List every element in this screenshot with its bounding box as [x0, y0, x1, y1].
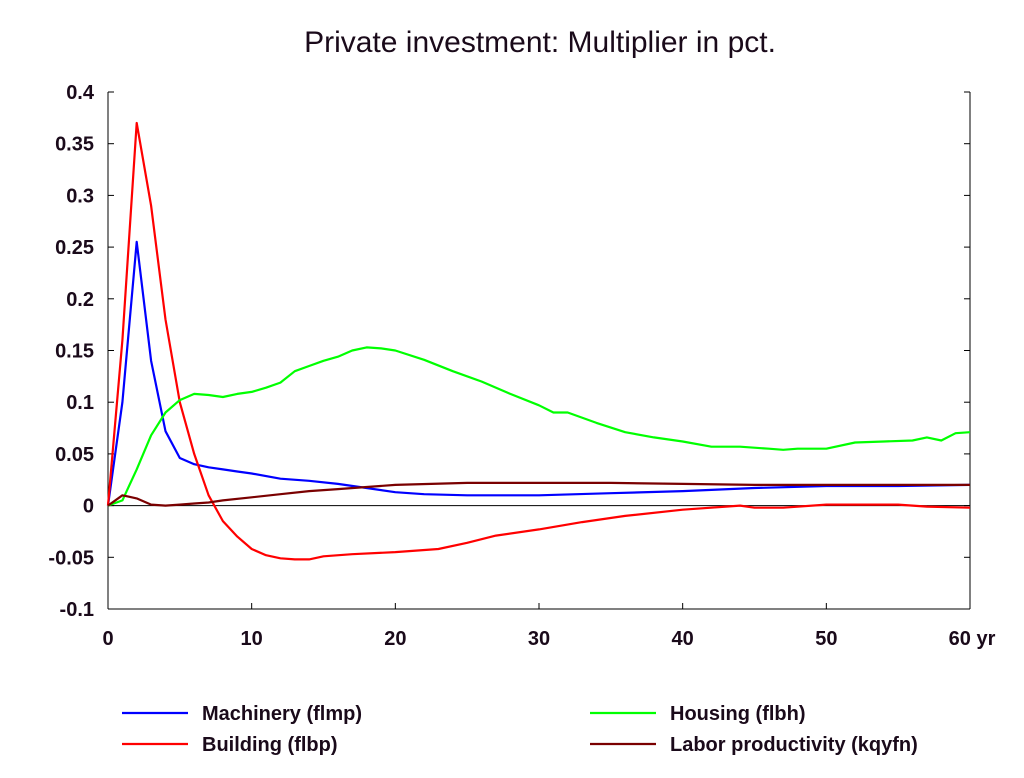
y-tick-label: 0 [83, 496, 94, 518]
chart-title: Private investment: Multiplier in pct. [304, 26, 776, 59]
legend-label: Housing (flbh) [670, 703, 806, 725]
y-tick-label: 0.4 [66, 82, 95, 104]
legend: Machinery (flmp) Building (flbp) Housing (… [122, 703, 918, 756]
series-line-3 [107, 346, 971, 507]
y-tick-label: 0.05 [55, 444, 94, 466]
y-tick-label: -0.1 [60, 599, 94, 621]
series-line-2 [106, 121, 971, 561]
x-tick-label: 30 [528, 628, 550, 650]
legend-label: Machinery (flmp) [202, 703, 362, 725]
y-tick-label: 0.15 [55, 341, 94, 363]
series-line-1 [106, 240, 971, 506]
x-tick-label: 20 [384, 628, 406, 650]
x-tick-label: 50 [815, 628, 837, 650]
y-tick-label: 0.1 [66, 392, 94, 414]
y-tick-label: 0.2 [66, 289, 94, 311]
y-tick-label: 0.3 [66, 185, 94, 207]
y-tick-label: 0.25 [55, 237, 94, 259]
x-tick-label: 40 [672, 628, 694, 650]
y-tick-label: 0.35 [55, 134, 94, 156]
x-tick-label: 0 [102, 628, 113, 650]
legend-label: Labor productivity (kqyfn) [670, 734, 918, 756]
x-tick-label: 10 [241, 628, 263, 650]
legend-label: Building (flbp) [202, 734, 338, 756]
x-tick-label: 60 yr [949, 628, 996, 650]
series-line-4 [107, 481, 970, 507]
y-tick-label: -0.05 [48, 547, 94, 569]
plot-area: -0.1 -0.05 0 0.05 0.1 0.15 0.2 0.25 0.3 0.35 0.4 0 1… [48, 82, 995, 650]
